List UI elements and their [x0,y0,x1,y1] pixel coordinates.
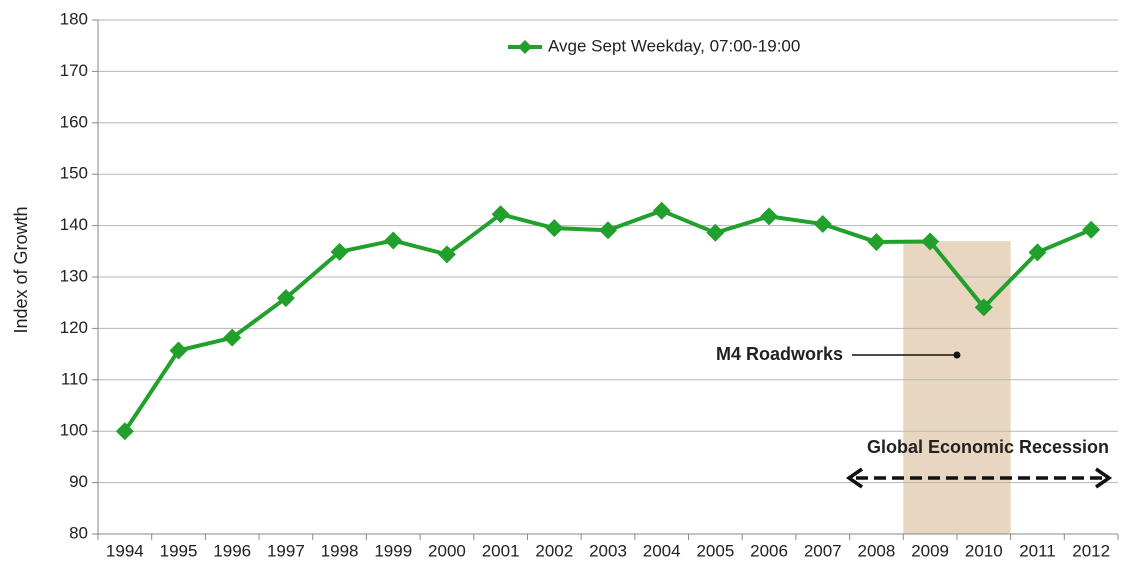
x-tick-label: 2005 [696,541,734,560]
x-tick-label: 2006 [750,541,788,560]
y-tick-label: 180 [60,9,88,28]
y-tick-label: 160 [60,112,88,131]
y-axis-label: Index of Growth [11,206,31,333]
x-tick-label: 2003 [589,541,627,560]
annotation-dot [953,351,961,359]
x-tick-label: 2000 [428,541,466,560]
x-tick-label: 2007 [804,541,842,560]
x-tick-label: 2004 [643,541,681,560]
y-tick-label: 110 [61,369,88,388]
data-point [867,233,886,252]
y-tick-label: 80 [69,523,88,542]
x-tick-label: 1998 [321,541,359,560]
data-point [1028,243,1047,262]
data-point [545,219,564,238]
y-tick-label: 130 [60,266,88,285]
data-point [276,289,295,308]
x-tick-label: 1997 [267,541,305,560]
x-tick-label: 1995 [160,541,198,560]
y-tick-label: 140 [60,215,88,234]
y-tick-label: 170 [60,61,88,80]
x-tick-label: 2011 [1019,541,1056,560]
data-point [652,201,671,220]
x-tick-label: 2001 [482,541,520,560]
data-point [330,242,349,261]
annotation-roadworks: M4 Roadworks [716,344,843,364]
legend-label: Avge Sept Weekday, 07:00-19:00 [548,36,800,55]
data-point [599,221,617,240]
data-point [437,245,456,264]
shaded-span [903,241,1011,534]
data-point [974,298,993,317]
data-point [706,223,725,242]
x-tick-label: 1999 [374,541,412,560]
y-tick-label: 90 [69,472,88,491]
y-tick-label: 100 [60,421,88,440]
legend-marker [518,40,532,54]
data-point [1082,220,1101,239]
data-point [491,205,510,224]
x-tick-label: 2010 [965,541,1003,560]
y-tick-label: 150 [60,164,88,183]
data-point [813,215,832,234]
data-point [115,422,134,441]
x-tick-label: 2012 [1072,541,1110,560]
data-point [384,231,403,250]
x-tick-label: 2009 [911,541,949,560]
data-point [760,207,779,226]
x-tick-label: 1996 [213,541,251,560]
y-tick-label: 120 [60,318,88,337]
x-tick-label: 2002 [535,541,573,560]
x-tick-label: 2008 [858,541,896,560]
data-point [169,341,188,360]
arrow-head-right [1095,467,1113,489]
data-point [223,328,242,347]
annotation-recession: Global Economic Recession [867,437,1109,457]
arrow-head-left [845,467,863,489]
x-tick-label: 1994 [106,541,144,560]
data-point [921,232,940,251]
